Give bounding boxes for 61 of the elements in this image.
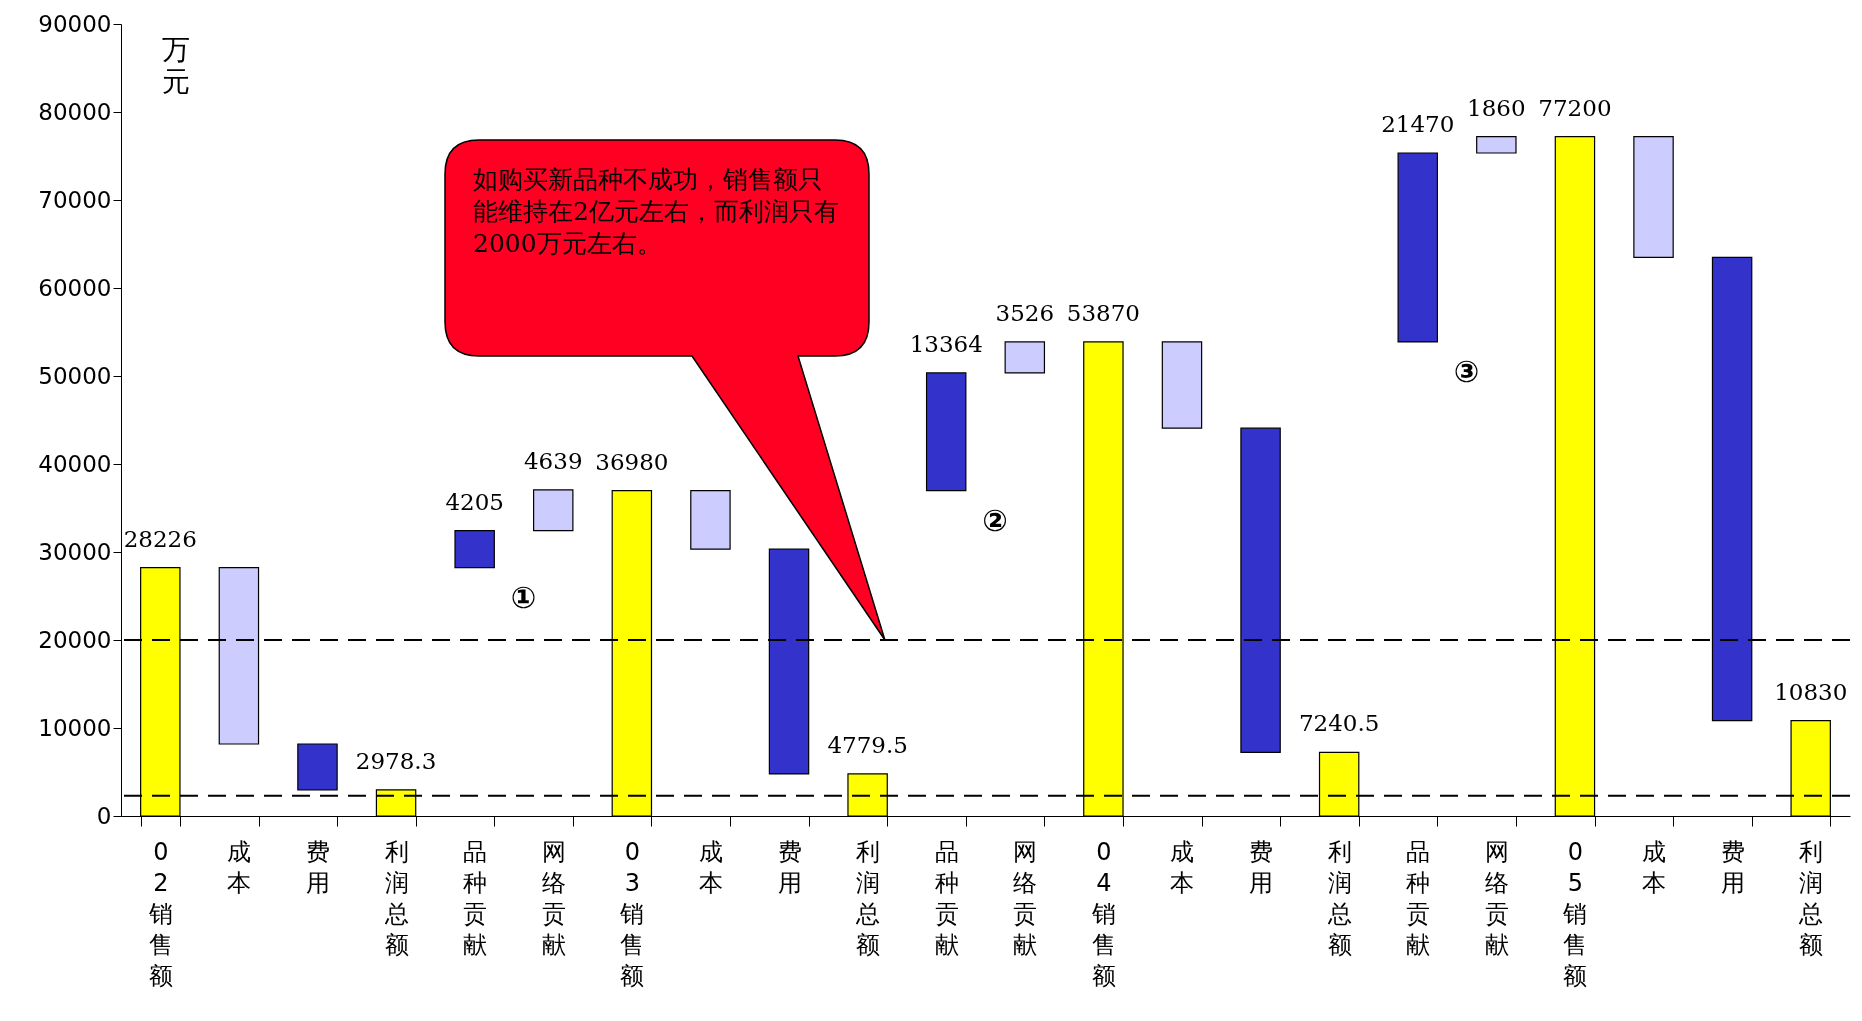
bar (1476, 136, 1517, 154)
y-tick-label: 20000 (38, 626, 112, 653)
bar (1161, 341, 1203, 429)
annotation: 如购买新品种不成功，销售额只能维持在2亿元左右，而利润只有2000万元左右。 (473, 164, 840, 260)
y-tick-label: 30000 (38, 538, 112, 565)
x-tick-label: 网络贡献 (541, 837, 566, 959)
data-label: 4205 (445, 488, 504, 515)
x-tick-label: 网络贡献 (1484, 837, 1509, 959)
x-tick-label: 05销售额 (1562, 837, 1588, 990)
x-tick-label: 04销售额 (1090, 837, 1116, 990)
data-label: 10830 (1774, 678, 1848, 705)
y-tick-label: 50000 (38, 362, 112, 389)
x-tick-label: 成本 (698, 837, 723, 897)
x-tick-label: 品种贡献 (1406, 837, 1431, 959)
x-tick-label: 费用 (305, 837, 330, 897)
data-label: 21470 (1381, 111, 1455, 138)
x-tick-label: 利润总额 (1326, 837, 1352, 959)
bar (690, 489, 731, 550)
data-label: 4779.5 (827, 731, 908, 758)
bar (533, 489, 574, 532)
annotation: ③ (1453, 353, 1480, 389)
data-label: 3526 (995, 299, 1055, 326)
y-tick-label: 80000 (38, 98, 112, 125)
x-tick-label: 03销售额 (619, 837, 645, 990)
bar (1633, 136, 1674, 259)
data-label: 53870 (1066, 299, 1140, 326)
annotation: ② (982, 502, 1008, 538)
bar (297, 743, 338, 791)
y-tick-label: 0 (96, 802, 112, 829)
data-label: 1860 (1467, 94, 1526, 121)
x-tick-label: 成本 (1642, 837, 1667, 897)
data-label: 28226 (123, 525, 197, 552)
data-label: 4639 (523, 447, 583, 474)
data-label: 77200 (1538, 94, 1612, 121)
data-label: 36980 (595, 448, 669, 475)
x-tick-label: 利润总额 (855, 837, 881, 959)
bar (1004, 341, 1046, 374)
x-tick-label: 成本 (227, 837, 252, 897)
x-tick-label: 品种贡献 (463, 837, 488, 959)
bar (1397, 152, 1438, 343)
data-label: 2978.3 (355, 747, 437, 774)
x-tick-label: 网络贡献 (1013, 837, 1038, 959)
x-tick-label: 利润总额 (383, 837, 409, 959)
y-tick-label: 90000 (38, 10, 112, 37)
x-tick-label: 费用 (1249, 837, 1274, 897)
x-tick-label: 费用 (777, 837, 802, 897)
bar (454, 530, 495, 569)
x-tick-label: 利润总额 (1798, 837, 1824, 959)
y-tick-label: 70000 (38, 186, 112, 213)
x-tick-label: 品种贡献 (934, 837, 959, 959)
bar (925, 372, 967, 492)
x-tick-label: 02销售额 (147, 837, 173, 990)
x-tick-label: 成本 (1170, 837, 1195, 897)
y-tick-label: 10000 (38, 714, 112, 741)
data-label: 7240.5 (1298, 710, 1380, 737)
y-axis-title: 万元 (161, 32, 190, 98)
y-tick-label: 60000 (38, 274, 112, 301)
data-label: 13364 (909, 330, 983, 357)
x-tick-label: 费用 (1720, 837, 1745, 897)
annotation: ① (510, 579, 537, 615)
y-tick-label: 40000 (38, 450, 112, 477)
